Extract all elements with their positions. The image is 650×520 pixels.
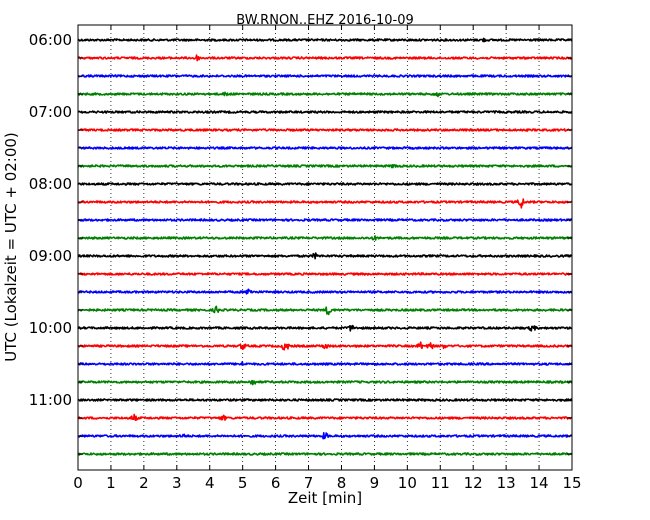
x-tick-label: 0 xyxy=(73,474,83,492)
traces-layer xyxy=(77,37,573,456)
x-tick-label: 11 xyxy=(431,474,450,492)
seismic-trace-0600 xyxy=(77,37,573,43)
seismic-trace-0745 xyxy=(77,163,573,169)
seismic-trace-1145 xyxy=(77,452,573,456)
y-tick-label: 07:00 xyxy=(29,103,72,121)
seismic-trace-0945 xyxy=(77,305,573,316)
seismic-trace-0715 xyxy=(77,128,573,132)
y-tick-label: 06:00 xyxy=(29,31,72,49)
x-tick-label: 7 xyxy=(304,474,314,492)
x-tick-label: 6 xyxy=(271,474,281,492)
seismic-trace-1045 xyxy=(77,379,573,386)
x-tick-label: 12 xyxy=(464,474,483,492)
y-tick-label: 08:00 xyxy=(29,175,72,193)
x-tick-label: 8 xyxy=(337,474,347,492)
seismic-trace-1030 xyxy=(77,360,573,366)
y-axis-label: UTC (Lokalzeit = UTC + 02:00) xyxy=(2,132,20,362)
seismic-trace-0815 xyxy=(77,198,573,209)
x-tick-label: 14 xyxy=(530,474,549,492)
x-tick-label: 9 xyxy=(370,474,380,492)
seismic-trace-0700 xyxy=(77,110,573,114)
y-tick-label: 10:00 xyxy=(29,319,72,337)
seismic-trace-0915 xyxy=(77,272,573,276)
seismic-trace-1130 xyxy=(77,432,573,440)
axis-ticks: 0 1 2 3 4 5 6 7 8 9 10 11 12 13 14 1506:0007:0008:0009:… xyxy=(29,25,582,492)
seismic-trace-0930 xyxy=(77,288,573,295)
x-axis-label: Zeit [min] xyxy=(288,489,362,507)
plot-frame xyxy=(77,24,573,471)
seismic-trace-0630 xyxy=(77,74,573,78)
seismic-trace-1100 xyxy=(77,398,573,402)
seismic-trace-0830 xyxy=(77,218,573,222)
seismic-trace-0615 xyxy=(77,54,573,62)
y-tick-label: 09:00 xyxy=(29,247,72,265)
seismic-trace-0900 xyxy=(77,252,573,260)
seismic-trace-1000 xyxy=(77,324,573,332)
x-tick-label: 10 xyxy=(398,474,417,492)
seismic-trace-0730 xyxy=(77,146,573,150)
grid-lines xyxy=(110,25,540,470)
x-tick-label: 1 xyxy=(106,474,116,492)
seismic-trace-0645 xyxy=(77,91,573,98)
seismic-trace-1015 xyxy=(77,341,573,351)
y-tick-label: 11:00 xyxy=(29,391,72,409)
x-tick-label: 13 xyxy=(497,474,516,492)
x-tick-label: 2 xyxy=(139,474,149,492)
x-tick-label: 3 xyxy=(172,474,182,492)
seismic-trace-0800 xyxy=(77,182,573,186)
seismic-trace-1115 xyxy=(77,413,573,422)
chart-title: BW.RNON..EHZ 2016-10-09 xyxy=(236,13,414,28)
seismic-trace-0845 xyxy=(77,235,573,241)
x-tick-label: 5 xyxy=(238,474,248,492)
x-tick-label: 4 xyxy=(205,474,215,492)
x-tick-label: 15 xyxy=(562,474,581,492)
